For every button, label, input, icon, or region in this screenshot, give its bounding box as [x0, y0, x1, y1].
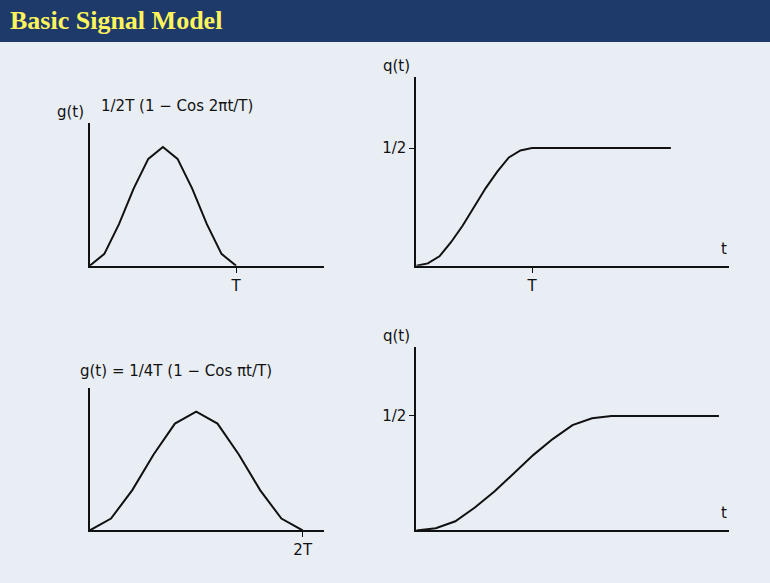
svg-text:t: t	[721, 504, 727, 522]
svg-text:q(t): q(t)	[383, 327, 410, 345]
svg-text:1/2T (1 − Cos 2πt/T): 1/2T (1 − Cos 2πt/T)	[101, 97, 253, 115]
svg-text:T: T	[231, 277, 242, 295]
svg-text:g(t): g(t)	[57, 103, 84, 121]
svg-text:q(t): q(t)	[383, 57, 410, 75]
svg-text:g(t) = 1/4T (1 − Cos πt/T): g(t) = 1/4T (1 − Cos πt/T)	[80, 362, 272, 380]
svg-text:1/2: 1/2	[382, 407, 406, 425]
svg-text:T: T	[526, 277, 537, 295]
html-text:Basic Signal Model: Basic Signal Model	[10, 6, 223, 35]
svg-text:1/2: 1/2	[382, 139, 406, 157]
svg-text:t: t	[721, 240, 727, 258]
svg-text:2T: 2T	[293, 541, 313, 559]
